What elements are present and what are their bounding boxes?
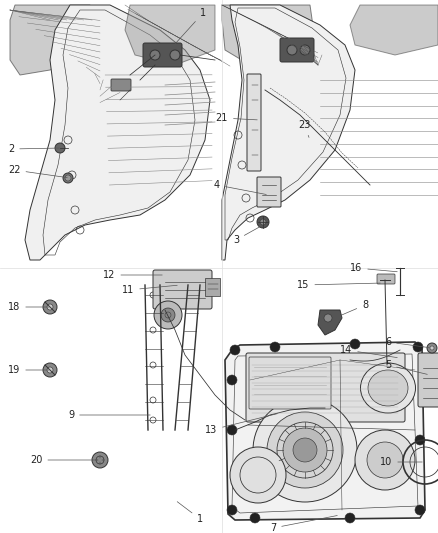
Circle shape <box>63 173 73 183</box>
FancyBboxPatch shape <box>247 74 261 171</box>
Polygon shape <box>350 5 438 55</box>
Polygon shape <box>222 5 355 260</box>
Text: 6: 6 <box>385 337 429 348</box>
FancyBboxPatch shape <box>153 270 212 309</box>
Text: 20: 20 <box>30 455 97 465</box>
Polygon shape <box>225 342 425 520</box>
Circle shape <box>43 363 57 377</box>
Text: 21: 21 <box>215 113 257 123</box>
Circle shape <box>47 367 53 373</box>
Circle shape <box>415 435 425 445</box>
Text: 23: 23 <box>298 120 311 138</box>
Text: 10: 10 <box>380 457 422 467</box>
Circle shape <box>350 339 360 349</box>
Text: 8: 8 <box>332 300 368 319</box>
Ellipse shape <box>368 370 408 406</box>
Text: 1: 1 <box>177 502 203 524</box>
Text: 7: 7 <box>270 515 337 533</box>
FancyBboxPatch shape <box>143 43 182 67</box>
Circle shape <box>287 45 297 55</box>
FancyBboxPatch shape <box>280 38 314 62</box>
Polygon shape <box>25 5 210 260</box>
Circle shape <box>324 314 332 322</box>
Circle shape <box>227 425 237 435</box>
Text: 12: 12 <box>103 270 162 280</box>
Circle shape <box>413 342 423 352</box>
Circle shape <box>43 300 57 314</box>
FancyBboxPatch shape <box>394 349 406 363</box>
Circle shape <box>293 438 317 462</box>
Circle shape <box>415 505 425 515</box>
Circle shape <box>170 50 180 60</box>
Circle shape <box>232 427 238 433</box>
Circle shape <box>283 428 327 472</box>
Text: 16: 16 <box>350 263 397 273</box>
Circle shape <box>230 447 286 503</box>
Text: 13: 13 <box>205 414 277 435</box>
Circle shape <box>345 513 355 523</box>
Polygon shape <box>10 5 95 75</box>
Polygon shape <box>222 5 315 65</box>
Circle shape <box>47 304 53 310</box>
FancyBboxPatch shape <box>377 274 395 284</box>
Polygon shape <box>318 310 342 335</box>
Text: 11: 11 <box>122 285 177 295</box>
Text: 5: 5 <box>385 360 427 374</box>
FancyBboxPatch shape <box>418 353 438 407</box>
Text: 1: 1 <box>167 8 206 53</box>
Circle shape <box>92 452 108 468</box>
Text: 22: 22 <box>8 165 67 177</box>
Circle shape <box>227 375 237 385</box>
Circle shape <box>300 45 310 55</box>
Text: 15: 15 <box>297 280 380 290</box>
Circle shape <box>154 301 182 329</box>
Circle shape <box>430 346 434 350</box>
Text: 4: 4 <box>214 180 266 195</box>
Circle shape <box>250 513 260 523</box>
Ellipse shape <box>360 363 416 413</box>
FancyBboxPatch shape <box>246 353 405 422</box>
Polygon shape <box>125 5 215 65</box>
Text: 9: 9 <box>68 410 150 420</box>
Text: 3: 3 <box>233 227 261 245</box>
Circle shape <box>65 175 71 181</box>
Circle shape <box>270 342 280 352</box>
Text: 14: 14 <box>340 345 397 358</box>
Circle shape <box>427 343 437 353</box>
Circle shape <box>55 143 65 153</box>
FancyBboxPatch shape <box>249 357 331 409</box>
Circle shape <box>227 505 237 515</box>
Circle shape <box>367 442 403 478</box>
Circle shape <box>260 219 266 225</box>
Circle shape <box>257 216 269 228</box>
Text: 18: 18 <box>8 302 49 312</box>
Circle shape <box>267 412 343 488</box>
Circle shape <box>355 430 415 490</box>
Circle shape <box>150 50 160 60</box>
Circle shape <box>253 398 357 502</box>
FancyBboxPatch shape <box>205 278 220 296</box>
Circle shape <box>161 308 175 322</box>
FancyBboxPatch shape <box>111 79 131 91</box>
FancyBboxPatch shape <box>257 177 281 207</box>
Circle shape <box>230 345 240 355</box>
Text: 2: 2 <box>8 144 59 154</box>
Text: 19: 19 <box>8 365 49 375</box>
